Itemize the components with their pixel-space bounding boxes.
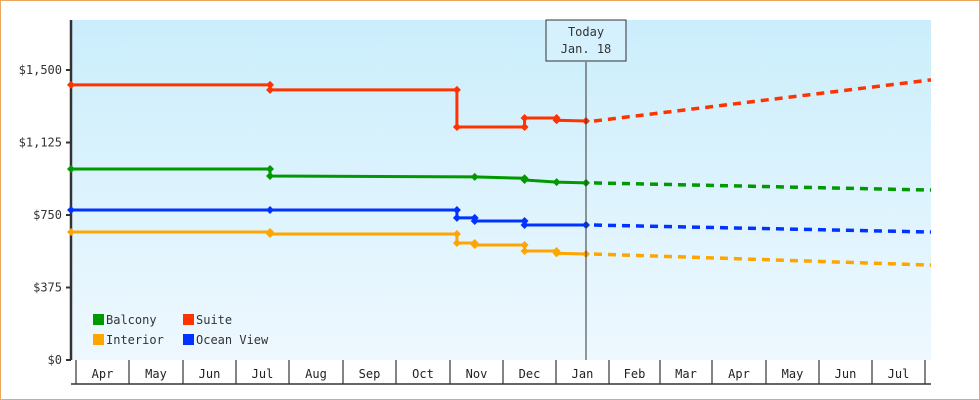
x-tick-label: Apr [92, 367, 114, 381]
y-tick-label: $1,125 [19, 136, 62, 150]
y-tick-label: $375 [33, 281, 62, 295]
legend-item-balcony[interactable]: Balcony [93, 313, 157, 327]
legend-label: Balcony [106, 313, 157, 327]
x-tick-label: Aug [305, 367, 327, 381]
x-tick-label: Jul [252, 367, 274, 381]
today-marker: Today Jan. 18 [545, 19, 627, 360]
data-point[interactable] [552, 178, 561, 187]
series-lines [67, 78, 932, 267]
legend-label: Ocean View [196, 333, 269, 347]
data-point[interactable] [552, 116, 561, 125]
legend: Balcony Suite Interior Ocean View [93, 313, 269, 347]
series-balcony [67, 164, 932, 192]
data-point[interactable] [470, 240, 479, 249]
x-tick-label: Sep [359, 367, 381, 381]
legend-swatch [93, 334, 104, 345]
forecast-line [593, 223, 932, 234]
forecast-line [593, 78, 932, 123]
data-point[interactable] [266, 164, 275, 173]
today-date: Jan. 18 [561, 42, 612, 56]
data-point[interactable] [67, 228, 75, 237]
y-tick-label: $750 [33, 208, 62, 222]
x-tick-label: Jun [835, 367, 857, 381]
y-axis: $0 $375 $750 $1,125 $1,500 [19, 20, 73, 367]
data-point[interactable] [520, 113, 529, 122]
series-suite [67, 78, 932, 132]
x-tick-label: Jan [572, 367, 594, 381]
data-point[interactable] [67, 205, 75, 214]
legend-item-ocean-view[interactable]: Ocean View [183, 333, 269, 347]
data-point[interactable] [266, 205, 275, 214]
series-ocean-view [67, 205, 932, 234]
data-point[interactable] [266, 80, 275, 89]
data-point[interactable] [520, 246, 529, 255]
legend-label: Interior [106, 333, 164, 347]
data-point[interactable] [67, 164, 75, 173]
legend-item-suite[interactable]: Suite [183, 313, 232, 327]
x-tick-label: Oct [412, 367, 434, 381]
y-tick-label: $0 [48, 353, 62, 367]
x-tick-label: Nov [466, 367, 488, 381]
data-point[interactable] [520, 216, 529, 225]
y-tick-label: $1,500 [19, 63, 62, 77]
legend-label: Suite [196, 313, 232, 327]
x-tick-label: Mar [675, 367, 697, 381]
data-point[interactable] [470, 216, 479, 225]
data-point[interactable] [266, 171, 275, 180]
data-point[interactable] [520, 176, 529, 185]
plot-area [71, 20, 931, 360]
data-point[interactable] [552, 249, 561, 258]
data-point[interactable] [452, 229, 461, 238]
legend-item-interior[interactable]: Interior [93, 333, 164, 347]
legend-swatch [93, 314, 104, 325]
x-tick-label: Jul [888, 367, 910, 381]
data-point[interactable] [520, 240, 529, 249]
legend-swatch [183, 334, 194, 345]
data-point[interactable] [452, 213, 461, 222]
x-tick-label: Apr [728, 367, 750, 381]
data-point[interactable] [266, 85, 275, 94]
legend-swatch [183, 314, 194, 325]
data-point[interactable] [266, 229, 275, 238]
forecast-line [593, 181, 932, 192]
today-label: Today [568, 25, 604, 39]
data-point[interactable] [452, 205, 461, 214]
forecast-line [593, 252, 932, 267]
series-interior [67, 228, 932, 267]
data-point[interactable] [470, 172, 479, 181]
data-point[interactable] [452, 123, 461, 132]
data-point[interactable] [520, 123, 529, 132]
x-tick-label: May [782, 367, 804, 381]
data-point[interactable] [452, 239, 461, 248]
data-point[interactable] [452, 85, 461, 94]
data-point[interactable] [520, 221, 529, 230]
data-point[interactable] [67, 80, 75, 89]
x-tick-label: Dec [519, 367, 541, 381]
x-tick-label: Feb [624, 367, 646, 381]
x-tick-label: May [145, 367, 167, 381]
x-axis: Apr May Jun Jul Aug Sep Oct Nov Dec Jan Feb Mar Apr M… [71, 360, 931, 385]
x-tick-label: Jun [199, 367, 221, 381]
